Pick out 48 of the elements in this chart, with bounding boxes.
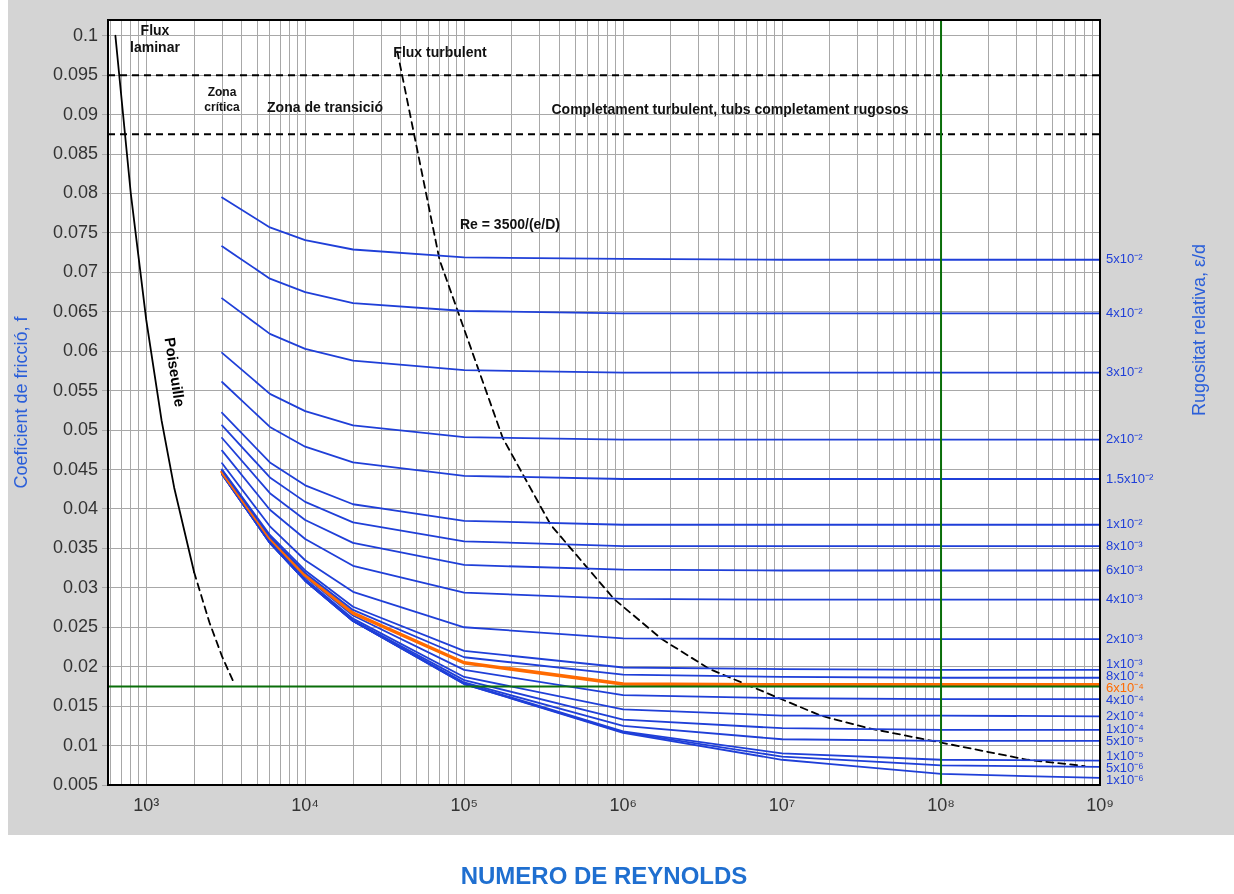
y-tick-label: 0.1 [72, 24, 98, 45]
y-tick-label: 0.075 [52, 221, 98, 242]
x-tick-label: 10⁵ [450, 794, 478, 815]
y-tick-label: 0.07 [62, 261, 98, 282]
series-label: 4x10⁻² [1106, 304, 1144, 320]
x-tick-label: 10⁶ [609, 794, 637, 815]
y-tick-label: 0.025 [52, 616, 98, 637]
series-label: 1x10⁻² [1106, 516, 1144, 532]
y-tick-label: 0.09 [62, 103, 98, 124]
series-label: 6x10⁻³ [1106, 562, 1144, 578]
x-tick-label: 10⁹ [1086, 794, 1114, 815]
y-tick-label: 0.015 [52, 695, 98, 716]
text: Poiseuille [161, 336, 189, 408]
annotation: Completament turbulent, tubs completament rugosos [551, 100, 909, 117]
x-tick-label: 10⁷ [768, 794, 796, 815]
y-tick-label: 0.055 [52, 379, 98, 400]
y-tick-label: 0.06 [62, 340, 98, 361]
y-tick-label: 0.065 [52, 300, 98, 321]
y2-axis-title: Rugositat relativa, ε/d [1188, 243, 1209, 417]
x-axis-title: NUMERO DE REYNOLDS [460, 861, 748, 889]
x-tick-label: 10⁴ [291, 794, 320, 815]
annotation: Flux turbulent [393, 43, 487, 60]
series-label: 8x10⁻³ [1106, 537, 1144, 553]
x-tick-label: 10⁸ [927, 794, 955, 815]
y-tick-label: 0.04 [62, 497, 98, 518]
y-tick-label: 0.035 [52, 537, 98, 558]
y-tick-label: 0.03 [62, 576, 98, 597]
y-axis-title: Coeficient de fricció, f [10, 315, 31, 489]
annotation: Zona de transició [267, 98, 383, 115]
y-tick-label: 0.045 [52, 458, 98, 479]
series-label: 2x10⁻² [1106, 431, 1144, 447]
series-label: 2x10⁻⁴ [1106, 707, 1144, 723]
series-label: 1.5x10⁻² [1106, 470, 1155, 486]
annotation: Re = 3500/(e/D) [460, 215, 560, 232]
series-label: 5x10⁻² [1106, 251, 1144, 267]
x-tick-label: 10³ [133, 794, 160, 815]
y-tick-label: 0.095 [52, 64, 98, 85]
annotation: Zona crítica [204, 84, 240, 114]
y-tick-label: 0.085 [52, 143, 98, 164]
series-label: 2x10⁻³ [1106, 630, 1144, 646]
y-tick-label: 0.01 [62, 734, 98, 755]
y-tick-label: 0.02 [62, 655, 98, 676]
series-label: 3x10⁻² [1106, 364, 1144, 380]
series-label: 4x10⁻³ [1106, 591, 1144, 607]
y-tick-label: 0.05 [62, 419, 98, 440]
y-tick-label: 0.005 [52, 773, 98, 794]
annotation: Flux laminar [130, 22, 181, 56]
y-tick-label: 0.08 [62, 182, 98, 203]
